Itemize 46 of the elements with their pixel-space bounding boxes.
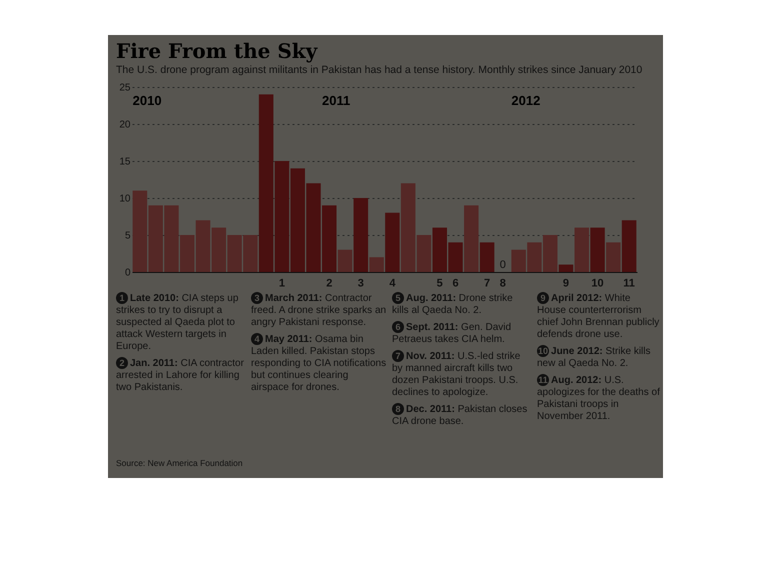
y-tick-label: 25: [119, 82, 131, 94]
text: 4 May 2011: Osama bin Laden killed. Pakistan stops responding to CIA notifications but continues clearing airspace for drones.: [251, 333, 387, 394]
text: 7 Nov. 2011: U.S.-led strike by manned aircraft kills two dozen Pakistani troops. U.S. declines to apologize.: [392, 350, 522, 399]
x-tick-label: 3: [358, 278, 364, 290]
bar: [354, 198, 368, 272]
x-tick-label: 4: [389, 278, 396, 290]
y-tick-label: 15: [119, 156, 131, 168]
y-tick-label: 20: [119, 120, 131, 130]
annotation: 2012: [511, 93, 540, 108]
x-tick-label: 10: [591, 278, 604, 290]
source-note: Source: New America Foundation: [116, 458, 243, 468]
text: 9 April 2012: White House counterterrorism chief John Brennan publicly defends drone use.: [537, 292, 660, 341]
bar: [369, 257, 384, 272]
bar: [574, 228, 590, 272]
chart-subtitle: The U.S. drone program against militants in Pakistan has had a tense history. Monthly strikes since January 2010: [116, 64, 644, 76]
data-label: 0: [500, 259, 506, 271]
text: 2 Jan. 2011: CIA contractor arrested in Lahore for killing two Pakistanis.: [116, 357, 245, 394]
x-tick-label: 2: [326, 278, 332, 290]
bar: [480, 242, 494, 272]
y-tick-label: 10: [119, 194, 131, 204]
x-tick-label: 11: [623, 278, 635, 290]
text: 1 Late 2010: CIA steps up strikes to try to disrupt a suspected al Qaeda plot to attack Western targets in Europe.: [116, 292, 240, 353]
x-tick-label: 5: [436, 278, 443, 290]
bar: [590, 228, 605, 272]
text: 11 Aug. 2012: U.S. apologizes for the deaths of Pakistani troops in November 2011.: [537, 374, 661, 423]
y-tick-label: 5: [124, 230, 131, 242]
text: 5 Aug. 2011: Drone strike kills al Qaeda No. 2.: [392, 292, 514, 317]
text: 3 March 2011: Contractor freed. A drone strike sparks an angry Pakistani response.: [251, 292, 387, 329]
bar: [338, 250, 352, 272]
x-tick-label: 6: [452, 278, 459, 290]
bar: [464, 205, 479, 272]
annotation: 2011: [322, 93, 350, 108]
bar: [622, 220, 636, 272]
text: 8 Dec. 2011: Pakistan closes CIA drone base.: [392, 403, 528, 428]
chart-title: Fire From the Sky: [116, 39, 319, 63]
annotation: 2010: [132, 93, 162, 108]
x-tick-label: 8: [500, 278, 506, 290]
bar: [558, 264, 574, 272]
y-tick-label: 0: [124, 268, 131, 278]
text: 10 June 2012: Strike kills new al Qaeda No. 2.: [537, 345, 652, 370]
x-tick-label: 1: [278, 278, 285, 290]
text: 6 Sept. 2011: Gen. David Petraeus takes CIA helm.: [392, 321, 512, 346]
x-tick-label: 9: [562, 278, 570, 290]
bar: [606, 242, 621, 272]
bar: [385, 212, 400, 272]
x-tick-label: 7: [484, 278, 490, 290]
